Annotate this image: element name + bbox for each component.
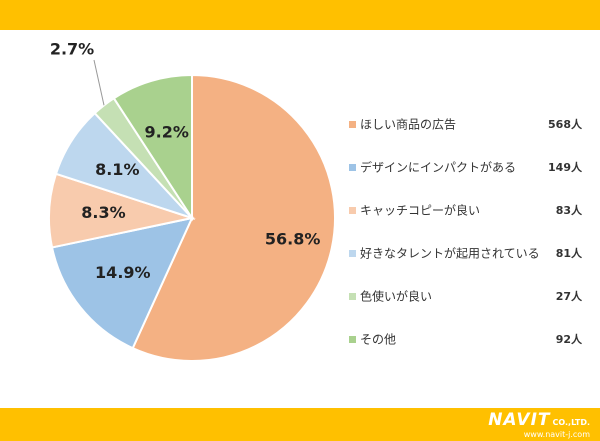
slice-value-label-4: 8.1% (95, 160, 139, 179)
slice-value-label-1: 56.8% (265, 229, 321, 248)
legend-swatch-4 (349, 250, 356, 257)
legend-swatch-5 (349, 293, 356, 300)
brand-logo: NAVIT CO.,LTD. www.navit-j.com (480, 410, 590, 440)
slice-leader-line-5 (93, 59, 105, 106)
legend-label-2: デザインにインパクトがある (360, 160, 516, 175)
legend-count-2: 149人 (548, 160, 583, 174)
legend-count-1: 568人 (548, 117, 583, 131)
pie-slice-2 (50, 216, 194, 350)
legend-swatch-3 (349, 207, 356, 214)
legend-count-6: 92人 (556, 332, 583, 346)
legend-label-1: ほしい商品の広告 (360, 117, 456, 132)
legend-swatch-1 (349, 121, 356, 128)
legend-count-4: 81人 (556, 246, 583, 260)
slice-value-label-6: 9.2% (145, 123, 189, 142)
slice-value-label-3: 8.3% (81, 203, 125, 222)
legend-count-3: 83人 (556, 203, 583, 217)
slice-value-label-2: 14.9% (95, 263, 151, 282)
brand-url: www.navit-j.com (523, 430, 590, 439)
slice-value-label-5: 2.7% (50, 40, 94, 59)
legend-label-4: 好きなタレントが起用されている (360, 246, 540, 261)
legend-count-5: 27人 (556, 289, 583, 303)
pie-slice-6 (112, 73, 193, 222)
brand-logo-text: NAVIT (488, 410, 551, 430)
legend-swatch-2 (349, 164, 356, 171)
pie-slices (48, 73, 336, 362)
pie-value-labels: 56.8% 14.9% 8.3% 8.1% 2.7% 9.2% (50, 40, 321, 282)
pie-slice-1 (131, 73, 336, 362)
legend-label-3: キャッチコピーが良い (360, 203, 480, 218)
brand-company: CO.,LTD. (552, 418, 590, 427)
legend-label-5: 色使いが良い (360, 289, 432, 304)
pie-chart: 56.8% 14.9% 8.3% 8.1% 2.7% 9.2% ほしい商品の広告 568人デ… (48, 40, 583, 362)
top-banner (0, 0, 600, 30)
legend-swatch-6 (349, 336, 356, 343)
brand-name: NAVIT CO.,LTD. (488, 410, 590, 430)
bottom-banner (0, 408, 600, 441)
legend-label-6: その他 (360, 333, 396, 347)
